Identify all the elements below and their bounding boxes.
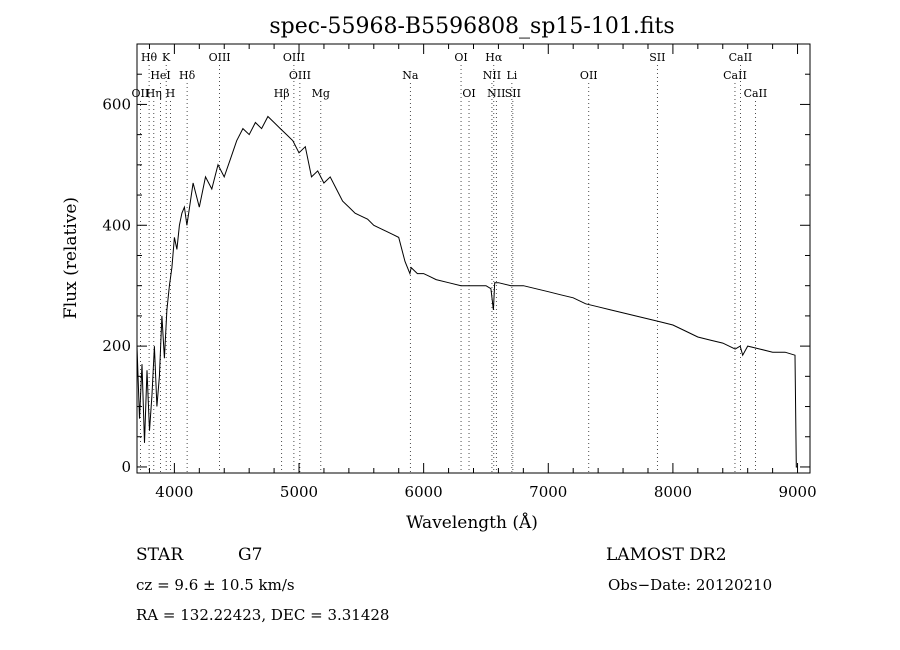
y-tick-label: 0 bbox=[121, 458, 131, 476]
spectral-line-label: Hβ bbox=[274, 87, 290, 100]
observation-date: Obs−Date: 20120210 bbox=[608, 576, 772, 594]
x-tick-label: 6000 bbox=[405, 483, 443, 501]
object-subclass: G7 bbox=[238, 545, 262, 565]
spectral-line-label: OIII bbox=[283, 51, 305, 64]
spectral-line-label: OIII bbox=[209, 51, 231, 64]
spectral-line-label: SII bbox=[649, 51, 665, 64]
x-tick-label: 7000 bbox=[529, 483, 567, 501]
survey-name: LAMOST DR2 bbox=[606, 545, 727, 565]
x-tick-label: 9000 bbox=[778, 483, 816, 501]
y-tick-label: 400 bbox=[102, 216, 131, 234]
spectral-line-label: H bbox=[166, 87, 176, 100]
spectral-line-label: OI bbox=[454, 51, 467, 64]
sky-coordinates: RA = 132.22423, DEC = 3.31428 bbox=[136, 606, 389, 624]
spectral-line-label: OII bbox=[580, 69, 598, 82]
y-tick-label: 600 bbox=[102, 95, 131, 113]
spectral-line-label: CaII bbox=[723, 69, 747, 82]
spectral-line-label: OI bbox=[462, 87, 475, 100]
y-axis-label: Flux (relative) bbox=[61, 197, 81, 319]
spectral-line-label: Hα bbox=[485, 51, 503, 64]
spectral-line-markers bbox=[140, 65, 756, 473]
spectral-line-label: Hδ bbox=[179, 69, 196, 82]
x-axis-label: Wavelength (Å) bbox=[406, 512, 538, 533]
redshift-value: cz = 9.6 ± 10.5 km/s bbox=[136, 576, 295, 594]
y-axis-ticks: 0 200 400 600 bbox=[102, 73, 810, 476]
plot-frame bbox=[136, 43, 811, 474]
chart-title: spec-55968-B5596808_sp15-101.fits bbox=[269, 14, 674, 39]
spectral-line-label: Li bbox=[506, 69, 517, 82]
spectral-line-label: K bbox=[162, 51, 171, 64]
spectral-line-label: Hη bbox=[146, 87, 162, 100]
spectral-line-label: NII bbox=[487, 87, 505, 100]
y-tick-label: 200 bbox=[102, 337, 131, 355]
spectral-line-label: Hθ bbox=[141, 51, 158, 64]
spectral-line-label: NII bbox=[483, 69, 501, 82]
spectral-line-label: Na bbox=[402, 69, 419, 82]
spectral-line-label: OIII bbox=[289, 69, 311, 82]
x-axis-ticks: 4000 5000 6000 7000 8000 9000 bbox=[148, 44, 817, 501]
spectral-line-label: CaII bbox=[744, 87, 768, 100]
x-tick-label: 5000 bbox=[280, 483, 318, 501]
spectral-line-label: Mg bbox=[312, 87, 330, 100]
spectral-line-label: HeI bbox=[150, 69, 170, 82]
object-class: STAR bbox=[136, 545, 184, 565]
spectral-line-label: SII bbox=[505, 87, 521, 100]
spectral-line-label: CaII bbox=[729, 51, 753, 64]
spectral-line-label: OII bbox=[132, 87, 150, 100]
x-tick-label: 4000 bbox=[155, 483, 193, 501]
spectrum-series-line bbox=[136, 115, 798, 468]
x-tick-label: 8000 bbox=[654, 483, 692, 501]
